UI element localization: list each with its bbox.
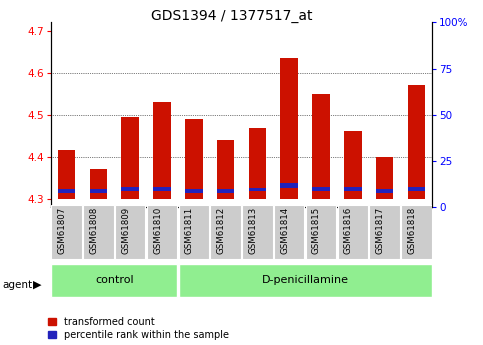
Legend: transformed count, percentile rank within the sample: transformed count, percentile rank withi… bbox=[48, 317, 229, 340]
Bar bbox=[121, 187, 139, 191]
Bar bbox=[90, 169, 107, 199]
Bar bbox=[274, 205, 304, 259]
Text: GSM61818: GSM61818 bbox=[407, 207, 416, 254]
Bar bbox=[242, 205, 273, 259]
Bar bbox=[153, 187, 171, 191]
Bar bbox=[83, 205, 114, 259]
Bar bbox=[312, 187, 330, 191]
Text: agent: agent bbox=[2, 280, 32, 289]
Bar bbox=[58, 189, 75, 193]
Bar bbox=[217, 140, 234, 199]
Bar bbox=[210, 205, 241, 259]
Bar bbox=[376, 157, 393, 199]
Text: D-penicillamine: D-penicillamine bbox=[262, 275, 349, 285]
Bar bbox=[58, 150, 75, 199]
Bar bbox=[338, 205, 368, 259]
Text: GSM61808: GSM61808 bbox=[89, 207, 99, 254]
Bar bbox=[281, 58, 298, 199]
Text: GSM61814: GSM61814 bbox=[280, 207, 289, 254]
Bar bbox=[121, 117, 139, 199]
Text: GSM61815: GSM61815 bbox=[312, 207, 321, 254]
Text: GSM61813: GSM61813 bbox=[248, 207, 257, 254]
Bar bbox=[312, 94, 330, 199]
Bar bbox=[408, 187, 425, 191]
Bar bbox=[51, 205, 82, 259]
Bar bbox=[90, 189, 107, 193]
Bar bbox=[249, 188, 266, 191]
Bar bbox=[408, 85, 425, 199]
Bar bbox=[369, 205, 400, 259]
Text: GSM61817: GSM61817 bbox=[376, 207, 384, 254]
Text: GSM61812: GSM61812 bbox=[216, 207, 226, 254]
Bar bbox=[179, 205, 209, 259]
Text: control: control bbox=[95, 275, 134, 285]
Bar bbox=[344, 187, 362, 191]
Text: GSM61816: GSM61816 bbox=[344, 207, 353, 254]
Text: GDS1394 / 1377517_at: GDS1394 / 1377517_at bbox=[151, 9, 313, 23]
Bar bbox=[249, 128, 266, 199]
Bar bbox=[51, 264, 177, 297]
Text: GSM61809: GSM61809 bbox=[121, 207, 130, 254]
Text: GSM61810: GSM61810 bbox=[153, 207, 162, 254]
Bar bbox=[179, 264, 432, 297]
Bar bbox=[376, 189, 393, 193]
Bar bbox=[401, 205, 432, 259]
Bar bbox=[185, 189, 202, 193]
Bar bbox=[281, 183, 298, 188]
Bar bbox=[185, 119, 202, 199]
Text: GSM61811: GSM61811 bbox=[185, 207, 194, 254]
Text: ▶: ▶ bbox=[33, 280, 42, 289]
Text: GSM61807: GSM61807 bbox=[57, 207, 67, 254]
Bar bbox=[306, 205, 336, 259]
Bar bbox=[115, 205, 145, 259]
Bar bbox=[217, 189, 234, 193]
Bar bbox=[344, 131, 362, 199]
Bar bbox=[153, 102, 171, 199]
Bar bbox=[147, 205, 177, 259]
